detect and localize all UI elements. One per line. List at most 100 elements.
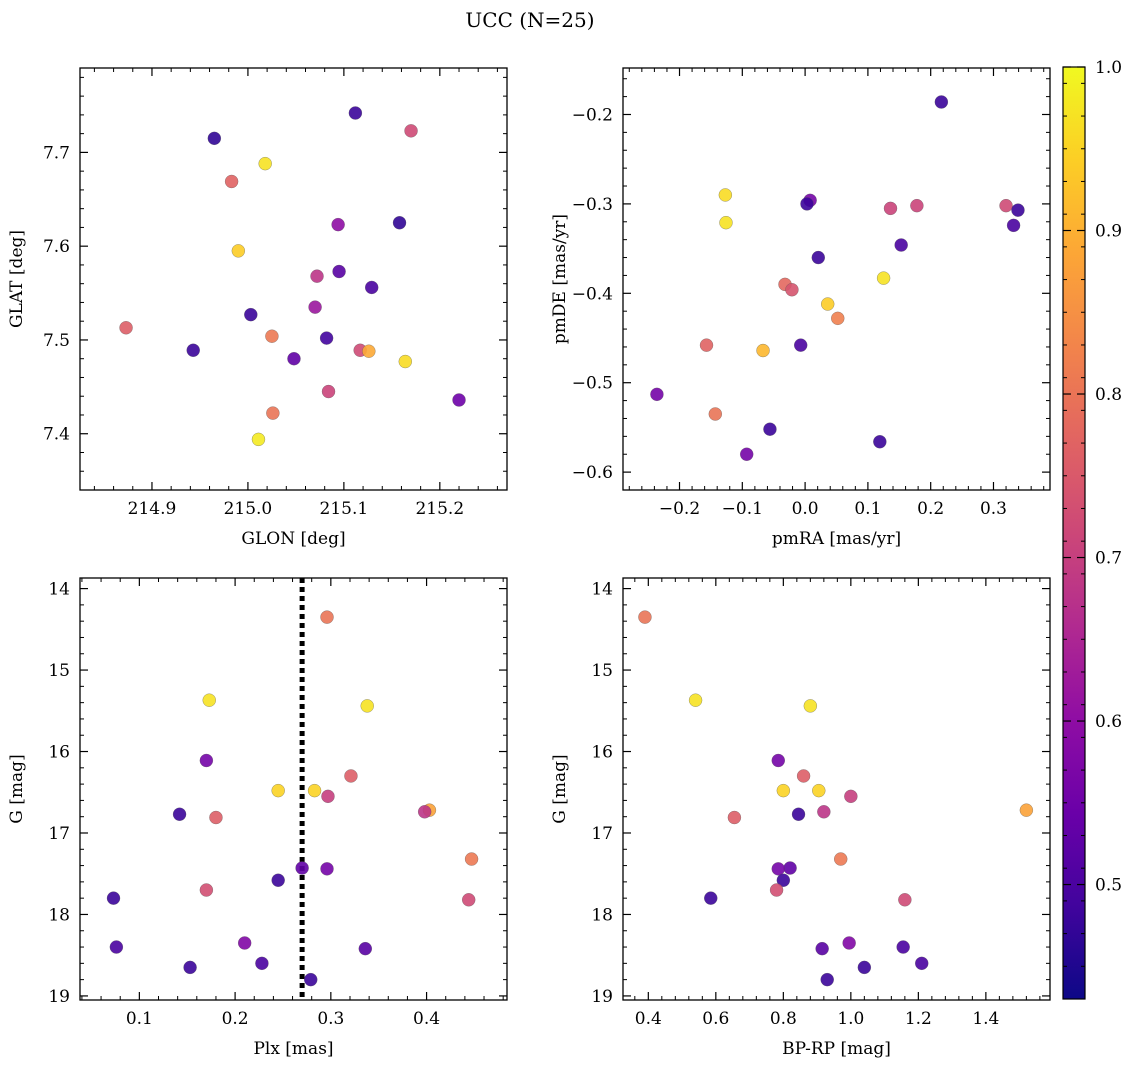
colorbar-tick-label: 0.7	[1095, 549, 1122, 569]
scatter-point	[771, 862, 785, 876]
y-axis-label: G [mag]	[550, 754, 570, 823]
y-tick-label: 14	[591, 580, 613, 600]
scatter-point	[638, 610, 652, 624]
y-tick-label: 19	[48, 987, 70, 1007]
x-tick-label: 0.2	[917, 499, 944, 519]
scatter-point	[688, 693, 703, 707]
y-tick-label: 16	[48, 743, 70, 763]
x-axis-label: Plx [mas]	[253, 1039, 333, 1059]
y-tick-label: 7.6	[43, 237, 70, 257]
scatter-point	[258, 157, 272, 171]
subplot-bprp-g: 0.4 0.6 0.8 1.0 1.2 1.4 14 15 16 17 18 19 BP-RP [mag…	[550, 577, 1051, 1059]
scatter-point	[791, 807, 806, 821]
scatter-point	[898, 893, 912, 907]
scatter-point	[756, 343, 770, 358]
scatter-point	[820, 972, 834, 987]
scatter-point	[704, 891, 718, 905]
y-tick-label: 17	[591, 824, 613, 844]
scatter-point	[398, 354, 412, 369]
y-tick-label: −0.5	[572, 374, 613, 394]
colorbar-tick-label: 0.8	[1095, 385, 1122, 405]
y-tick-label: −0.2	[572, 105, 613, 125]
colorbar: 0.5 0.6 0.7 0.8 0.9 1.0	[1062, 58, 1122, 1000]
subplot-plx-g: 0.1 0.2 0.3 0.4 14 15 16 17 18 19 Plx [mas] G [mag]	[7, 577, 508, 1059]
scatter-point	[310, 269, 324, 283]
y-axis-label: G [mag]	[7, 754, 27, 823]
scatter-point	[106, 891, 121, 905]
scatter-point	[362, 344, 376, 358]
x-tick-label: 215.1	[320, 499, 369, 519]
scatter-point	[834, 852, 848, 866]
figure-title: UCC (N=25)	[465, 8, 594, 32]
scatter-point	[699, 338, 714, 352]
scatter-point	[763, 422, 777, 436]
axes-frame	[622, 577, 1051, 1001]
scatter-point	[934, 95, 949, 109]
scatter-point	[404, 124, 418, 138]
scatter-point	[172, 807, 187, 821]
scatter-point	[304, 972, 318, 987]
scatter-point	[265, 329, 279, 343]
scatter-point	[331, 217, 345, 232]
x-tick-label: 0.3	[980, 499, 1007, 519]
scatter-point	[231, 244, 245, 258]
x-tick-label: 0.0	[792, 499, 819, 519]
x-tick-label: 0.6	[702, 1009, 729, 1029]
scatter-point	[999, 199, 1013, 213]
x-tick-label: 0.3	[317, 1009, 344, 1029]
scatter-point	[776, 783, 790, 798]
y-tick-label: 16	[591, 743, 613, 763]
scatter-point	[332, 264, 346, 279]
scatter-point	[109, 940, 124, 954]
subplot-glon-glat: 214.9 215.0 215.1 215.2 7.4 7.5 7.6 7.7 GLON [de…	[7, 67, 508, 549]
colorbar-tick-label: 1.0	[1095, 58, 1122, 78]
scatter-point	[199, 883, 214, 897]
scatter-point	[119, 321, 133, 335]
x-tick-label: 0.1	[854, 499, 881, 519]
scatter-point	[776, 873, 790, 887]
scatter-point	[358, 942, 372, 956]
scatter-point	[718, 188, 733, 202]
scatter-point	[796, 769, 811, 783]
scatter-point	[896, 940, 910, 954]
scatter-point	[287, 352, 301, 366]
scatter-point	[251, 432, 266, 447]
scatter-point	[321, 384, 336, 399]
scatter-point	[1011, 203, 1025, 217]
scatter-point	[199, 753, 214, 768]
subplot-pmra-pmde: −0.2 −0.1 0.0 0.1 0.2 0.3 −0.6 −0.5 −0.4 −0.3 −0.2…	[550, 67, 1051, 549]
x-tick-label: −0.1	[722, 499, 763, 519]
scatter-point	[811, 250, 825, 265]
x-tick-label: 0.2	[222, 1009, 249, 1029]
scatter-point	[915, 956, 929, 970]
scatter-point	[769, 883, 784, 897]
y-tick-label: 7.7	[43, 143, 70, 163]
scatter-point	[271, 873, 285, 887]
scatter-point	[1006, 218, 1021, 233]
scatter-point	[209, 810, 223, 825]
scatter-point	[183, 960, 197, 975]
scatter-point	[844, 789, 858, 803]
scatter-point	[876, 271, 891, 285]
axes-frame	[622, 67, 1051, 491]
x-tick-label: 214.9	[128, 499, 177, 519]
scatter-point	[842, 936, 856, 950]
y-tick-label: 14	[48, 580, 70, 600]
scatter-point	[740, 447, 754, 461]
scatter-point	[418, 805, 432, 819]
scatter-point	[771, 753, 785, 768]
scatter-point	[320, 610, 334, 624]
scatter-point	[307, 783, 322, 798]
scatter-point	[244, 307, 258, 322]
y-tick-label: −0.3	[572, 195, 613, 215]
scatter-point	[224, 174, 239, 189]
scatter-point	[452, 393, 466, 407]
x-tick-label: 215.2	[415, 499, 464, 519]
scatter-point	[344, 769, 358, 783]
x-tick-label: 1.4	[972, 1009, 999, 1029]
scatter-point	[831, 311, 845, 325]
subplots: 214.9 215.0 215.1 215.2 7.4 7.5 7.6 7.7 GLON [de…	[7, 67, 1051, 1059]
y-tick-label: 15	[591, 661, 613, 681]
x-tick-label: 0.4	[635, 1009, 662, 1029]
